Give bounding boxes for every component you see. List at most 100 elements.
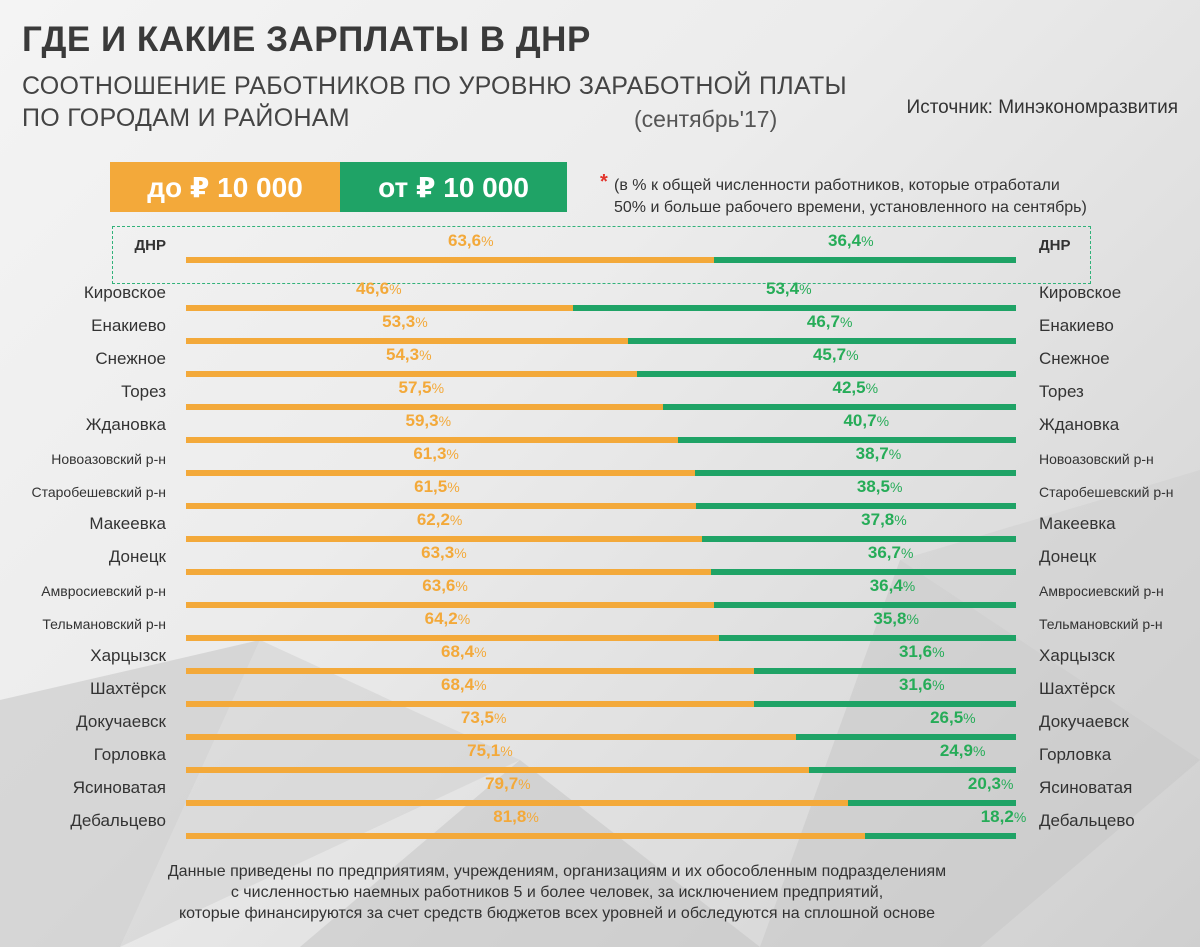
bar-track — [186, 635, 1016, 641]
chart-row: Енакиево Енакиево 53,3% 46,7% — [0, 312, 1200, 347]
value-label-high: 38,5% — [856, 477, 903, 496]
bar-segment-low — [186, 569, 712, 575]
bar-segment-high — [796, 734, 1016, 740]
category-label-right: Новоазовский р-н — [1039, 451, 1154, 467]
bar-segment-high — [711, 569, 1016, 575]
category-label-left: ДНР — [134, 237, 166, 254]
category-label-left: Кировское — [83, 283, 166, 302]
category-label-left: Донецк — [108, 547, 166, 566]
value-label-high: 53,4% — [766, 279, 812, 298]
bar-track — [186, 734, 1016, 740]
category-label-right: Енакиево — [1039, 316, 1114, 335]
value-label-low: 63,6% — [448, 231, 494, 250]
legend-high-salary: от ₽ 10 000 — [340, 162, 567, 212]
subtitle-line-1: СООТНОШЕНИЕ РАБОТНИКОВ ПО УРОВНЮ ЗАРАБОТ… — [22, 72, 847, 100]
value-label-high: 35,8% — [873, 609, 919, 628]
bar-segment-high — [847, 800, 1016, 806]
category-label-right: Тельмановский р-н — [1039, 616, 1163, 632]
footer-line: с численностью наемных работников 5 и бо… — [230, 884, 884, 901]
bar-track — [186, 371, 1016, 377]
bar-segment-low — [186, 503, 697, 509]
chart-row: Харцызск Харцызск 68,4% 31,6% — [0, 642, 1200, 677]
value-label-high: 31,6% — [898, 675, 945, 694]
bar-segment-low — [186, 536, 703, 542]
value-label-low: 79,7% — [485, 774, 531, 793]
category-label-right: Дебальцево — [1039, 811, 1135, 830]
bar-segment-low — [186, 404, 664, 410]
footer-line: которые финансируются за счет средств бю… — [179, 905, 935, 922]
category-label-right: ДНР — [1039, 237, 1071, 254]
bar-segment-low — [186, 338, 629, 344]
value-label-low: 61,5% — [414, 477, 460, 496]
category-label-left: Новоазовский р-н — [51, 451, 166, 467]
bar-track — [186, 833, 1016, 839]
bar-segment-high — [678, 437, 1016, 443]
bar-track — [186, 701, 1016, 707]
chart-row: Новоазовский р-н Новоазовский р-н 61,3% 38,… — [0, 444, 1200, 479]
bar-segment-high — [696, 503, 1016, 509]
bar-segment-high — [628, 338, 1016, 344]
category-label-left: Горловка — [93, 745, 166, 764]
value-label-low: 75,1% — [467, 741, 513, 760]
value-label-low: 68,4% — [441, 675, 487, 694]
footer-line: Данные приведены по предприятиям, учрежд… — [167, 863, 947, 880]
bar-track — [186, 536, 1016, 542]
category-label-left: Шахтёрск — [90, 679, 166, 698]
bar-segment-high — [702, 536, 1016, 542]
chart-row: Макеевка Макеевка 62,2% 37,8% — [0, 510, 1200, 545]
chart-row: ДНР ДНР 63,6% 36,4% — [0, 231, 1200, 266]
chart-row: Докучаевск Докучаевск 73,5% 26,5% — [0, 708, 1200, 743]
chart-row: Горловка Горловка 75,1% 24,9% — [0, 741, 1200, 776]
value-label-high: 20,3% — [967, 774, 1014, 793]
bar-segment-low — [186, 833, 865, 839]
value-label-high: 46,7% — [806, 312, 853, 331]
category-label-right: Снежное — [1039, 349, 1110, 368]
chart-row: Ясиноватая Ясиноватая 79,7% 20,3% — [0, 774, 1200, 809]
bar-track — [186, 437, 1016, 443]
value-label-low: 73,5% — [460, 708, 507, 727]
bar-track — [186, 602, 1016, 608]
value-label-high: 38,7% — [855, 444, 902, 463]
chart-row: Ждановка Ждановка 59,3% 40,7% — [0, 411, 1200, 446]
category-label-left: Докучаевск — [76, 712, 166, 731]
value-label-low: 63,6% — [422, 576, 468, 595]
value-label-low: 53,3% — [382, 312, 428, 331]
bar-track — [186, 257, 1016, 263]
chart-row: Старобешевский р-н Старобешевский р-н 61,5… — [0, 477, 1200, 512]
value-label-high: 36,7% — [867, 543, 914, 562]
category-label-right: Кировское — [1039, 283, 1122, 302]
bar-segment-low — [186, 734, 797, 740]
chart-row: Снежное Снежное 54,3% 45,7% — [0, 345, 1200, 380]
value-label-low: 64,2% — [424, 609, 471, 628]
category-label-left: Амвросиевский р-н — [41, 583, 166, 599]
category-label-right: Горловка — [1039, 745, 1112, 764]
value-label-low: 61,3% — [413, 444, 459, 463]
value-label-low: 57,5% — [398, 378, 445, 397]
bar-segment-low — [186, 602, 714, 608]
value-label-low: 46,6% — [356, 279, 402, 298]
bar-track — [186, 470, 1016, 476]
category-label-left: Старобешевский р-н — [31, 484, 166, 500]
value-label-high: 36,4% — [828, 231, 874, 250]
chart-row: Дебальцево Дебальцево 81,8% 18,2% — [0, 807, 1200, 842]
bar-segment-high — [713, 257, 1016, 263]
value-label-high: 37,8% — [861, 510, 907, 529]
value-label-high: 40,7% — [843, 411, 890, 430]
note-line-1: (в % к общей численности работников, кот… — [614, 177, 1060, 194]
bar-segment-low — [186, 437, 679, 443]
bar-segment-low — [186, 767, 810, 773]
category-label-right: Старобешевский р-н — [1039, 484, 1174, 500]
bar-track — [186, 800, 1016, 806]
bar-track — [186, 404, 1016, 410]
category-label-left: Ждановка — [85, 415, 166, 434]
chart-row: Кировское Кировское 46,6% 53,4% — [0, 279, 1200, 314]
category-label-right: Амвросиевский р-н — [1039, 583, 1164, 599]
category-label-right: Шахтёрск — [1039, 679, 1115, 698]
category-label-left: Снежное — [95, 349, 166, 368]
chart-row: Амвросиевский р-н Амвросиевский р-н 63,6% 3… — [0, 576, 1200, 611]
bar-segment-low — [186, 470, 695, 476]
source-label: Источник: Минэкономразвития — [906, 97, 1178, 118]
value-label-low: 63,3% — [421, 543, 467, 562]
value-label-low: 68,4% — [441, 642, 487, 661]
bar-track — [186, 503, 1016, 509]
